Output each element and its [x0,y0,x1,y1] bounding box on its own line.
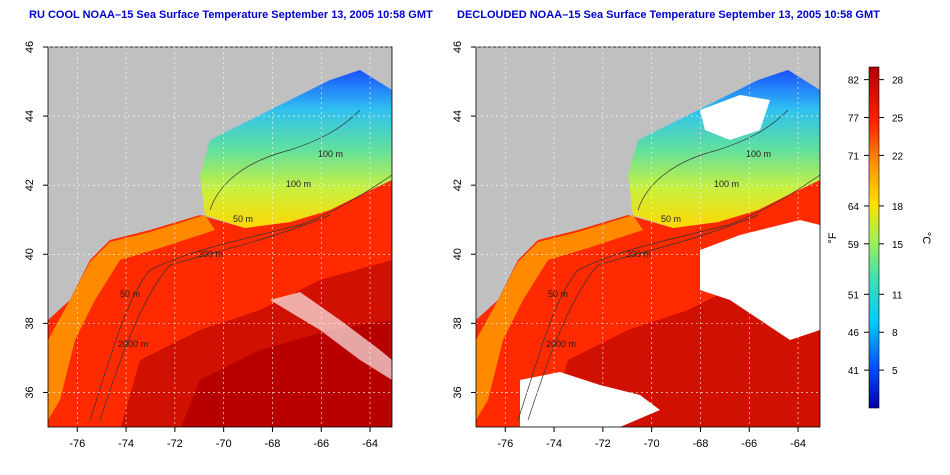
right-lat-tick-label: 42 [452,179,464,191]
left-contour-label: 200 m [198,249,223,259]
colorbar-unit-celsius: °C [920,232,932,244]
colorbar-celsius-label: 28 [892,76,904,87]
colorbar-fahrenheit-label: 41 [848,366,860,377]
left-lon-tick-label: -70 [216,438,232,450]
left-contour-label: 50 m [233,214,253,224]
colorbar-fahrenheit-label: 64 [848,202,860,213]
left-lat-tick-label: 38 [24,317,36,329]
right-contour-label: 200 m [626,249,651,259]
colorbar-celsius-label: 11 [892,290,903,301]
right-contour-label: 100 m [714,179,739,189]
left-lon-tick-label: -68 [265,438,281,450]
contour-lines [89,109,392,421]
cloud-streak [270,292,392,380]
coastal-orange [476,215,643,420]
colorbar-fahrenheit-label: 77 [848,114,860,125]
right-lat-tick-label: 36 [452,386,464,398]
left-lat-tick-label: 46 [24,41,36,53]
right-map-body [476,47,820,427]
contour-lines [517,109,820,421]
cloud-mask-3 [700,95,770,140]
right-lon-tick-label: -66 [741,438,757,450]
right-lat-tick-label: 46 [452,41,464,53]
right-lon-tick-label: -72 [595,438,611,450]
colorbar-fahrenheit-label: 71 [848,151,860,162]
right-lon-tick-label: -64 [790,438,806,450]
left-lat-tick-label: 44 [24,110,36,122]
colorbar-celsius-label: 15 [892,240,904,251]
colorbar-celsius-label: 22 [892,151,904,162]
right-contour-label: 2000 m [546,339,576,349]
ocean-deep-warm [181,320,392,427]
left-lon-tick-label: -74 [118,438,134,450]
colorbar-celsius-label: 18 [892,202,904,213]
colorbar-fahrenheit-label: 46 [848,328,860,339]
colorbar-celsius-label: 5 [892,366,898,377]
left-contour-label: 100 m [318,149,343,159]
right-panel-title: DECLOUDED NOAA–15 Sea Surface Temperatur… [457,9,880,21]
colorbar [868,66,880,409]
right-contour-label: 100 m [746,149,771,159]
axis-layer: -76 -74 -72 -70 -68 -66 -64 46 44 42 40 38 36 -76 -74 -… [24,41,820,450]
right-contour-label: 50 m [548,289,568,299]
right-lon-tick-label: -74 [546,438,562,450]
left-panel-title: RU COOL NOAA–15 Sea Surface Temperature … [29,9,433,21]
left-lat-tick-label: 40 [24,248,36,260]
left-contour-label: 2000 m [118,339,148,349]
right-lon-tick-label: -76 [497,438,513,450]
left-contour-label: 50 m [120,289,140,299]
colorbar-fahrenheit-label: 59 [848,240,860,251]
right-lat-tick-label: 38 [452,317,464,329]
left-lat-tick-label: 42 [24,179,36,191]
left-map-body [48,47,392,427]
left-lon-tick-label: -76 [69,438,85,450]
shelf-water [628,70,820,228]
left-lon-tick-label: -66 [313,438,329,450]
left-lon-tick-label: -72 [167,438,183,450]
right-lon-tick-label: -68 [693,438,709,450]
cloud-mask-2 [520,372,660,427]
left-lat-tick-label: 36 [24,386,36,398]
left-contour-label: 100 m [286,179,311,189]
shelf-water [200,70,392,228]
right-contour-label: 50 m [661,214,681,224]
cloud-mask-1 [700,220,820,340]
colorbar-unit-fahrenheit: °F [827,232,839,243]
right-lon-tick-label: -70 [644,438,660,450]
colorbar-celsius-label: 25 [892,114,904,125]
right-lat-tick-label: 40 [452,248,464,260]
right-lat-tick-label: 44 [452,110,464,122]
colorbar-ticks: 28 82 25 77 22 71 18 64 15 59 11 51 8 46 5 41 [848,76,904,377]
colorbar-fahrenheit-label: 82 [848,76,860,87]
coastal-orange [48,215,215,420]
colorbar-celsius-label: 8 [892,328,898,339]
colorbar-fahrenheit-label: 51 [848,290,860,301]
left-lon-tick-label: -64 [362,438,378,450]
